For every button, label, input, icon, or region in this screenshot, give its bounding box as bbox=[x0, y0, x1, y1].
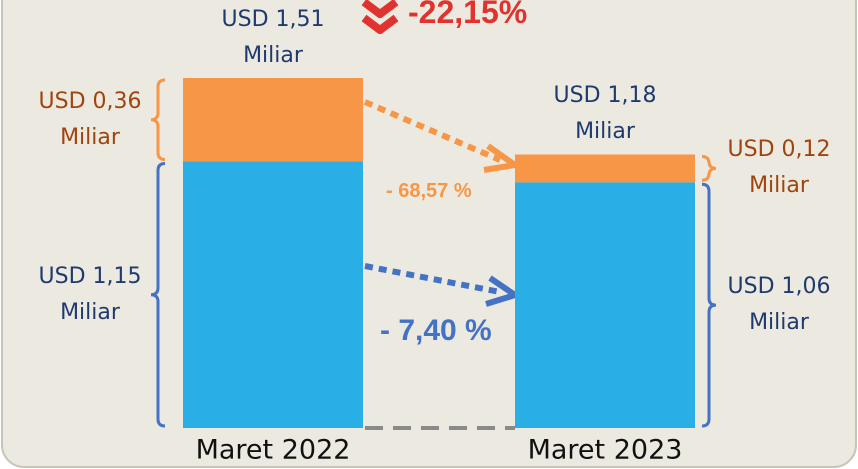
value-label: USD 1,06 Miliar bbox=[727, 274, 831, 336]
category-label: Maret 2023 bbox=[527, 434, 683, 466]
bar-segment bbox=[515, 182, 695, 428]
brace bbox=[701, 182, 717, 428]
bar-segment bbox=[183, 161, 363, 428]
category-label: Maret 2022 bbox=[195, 434, 351, 466]
blue-arrow bbox=[364, 263, 501, 295]
orange-arrow bbox=[363, 99, 502, 163]
brace bbox=[150, 161, 166, 428]
value-label: USD 0,36 Miliar bbox=[38, 88, 142, 150]
blue-change: - 7,40 % bbox=[380, 314, 492, 347]
bar-segment bbox=[183, 78, 363, 162]
brace bbox=[150, 78, 166, 161]
value-label: USD 0,12 Miliar bbox=[727, 137, 831, 199]
total-label: USD 1,18 Miliar bbox=[553, 83, 657, 145]
total-label: USD 1,51 Miliar bbox=[221, 7, 325, 68]
bar-segment bbox=[515, 154, 695, 183]
value-label: USD 1,15 Miliar bbox=[38, 263, 142, 325]
brace bbox=[701, 154, 717, 182]
orange-change: - 68,57 % bbox=[386, 180, 472, 202]
down-chevrons bbox=[361, 0, 399, 34]
total-change: -22,15% bbox=[408, 0, 528, 30]
